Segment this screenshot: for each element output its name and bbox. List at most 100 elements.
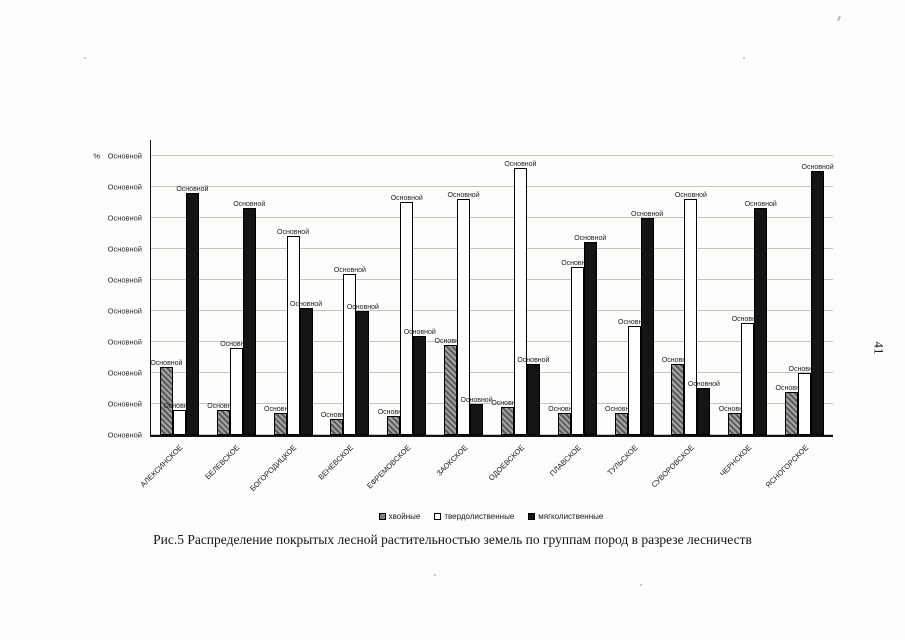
bar-value-label: Основной: [687, 381, 720, 389]
bar-group: Основной Основной Основной: [719, 140, 777, 435]
category-label: БОГОРОДИЦКОЕ: [248, 443, 299, 494]
bar-value-label: Основной: [561, 260, 594, 268]
bar-value-label: Основной: [220, 341, 253, 349]
figure-caption: Рис.5 Распределение покрытых лесной раст…: [153, 532, 752, 547]
bar-group: Основной Основной Основной: [150, 140, 208, 435]
bar-твердолиственные: Основной: [732, 316, 764, 435]
bar-хвойные: Основной: [150, 360, 182, 435]
bar-value-label: Основной: [290, 300, 323, 308]
y-tick-label: Основной: [107, 182, 142, 192]
bar-value-label: Основной: [504, 160, 537, 168]
y-axis-title: %: [93, 151, 100, 161]
gridline: [151, 247, 833, 249]
bar-мягколиственные: Основной: [745, 201, 777, 435]
bar-мягколиственные: Основной: [461, 397, 493, 435]
x-axis-labels: АЛЕКСИНСКОЕ БЕЛЕВСКОЕ БОГОРОДИЦКОЕ ВЕНЕВСКО…: [139, 439, 832, 497]
bar-value-label: Основной: [631, 210, 664, 218]
legend-item-хвойные: хвойные: [378, 512, 420, 521]
category-label: ПЛАВСКОЕ: [547, 443, 583, 479]
category-label: ЯСНОГОРСКОЕ: [763, 443, 810, 490]
bar-твердолиственные: Основной: [334, 267, 366, 435]
category-label: ТУЛЬСКОЕ: [605, 443, 640, 478]
bar-мягколиственные: Основной: [631, 211, 663, 435]
category-label: ЕФРЕМОВСКОЕ: [364, 443, 413, 491]
bar-мягколиственные: Основной: [802, 164, 834, 435]
bar-group: Основной Основной Основной: [264, 140, 322, 435]
bar-value-label: Основной: [403, 328, 436, 336]
bar-хвойные: Основной: [321, 412, 353, 435]
scan-speck: [640, 584, 642, 586]
bar-value-label: Основной: [548, 406, 581, 414]
y-tick-label: Основной: [107, 151, 142, 161]
gridline: [151, 340, 833, 342]
gridline: [151, 434, 833, 435]
bar-value-label: Основной: [718, 406, 751, 414]
gridline: [151, 371, 833, 373]
bar-твердолиственные: Основной: [220, 341, 252, 435]
bar-group: Основной Основной Основной: [548, 140, 606, 435]
bar-мягколиственные: Основной: [233, 201, 265, 435]
scan-speck: [84, 57, 86, 59]
bar-хвойные: Основной: [435, 338, 467, 435]
bar-value-label: Основной: [333, 266, 366, 274]
bar-мягколиственные: Основной: [517, 357, 549, 435]
category-label: БЕЛЕВСКОЕ: [203, 443, 242, 482]
bar-value-label: Основной: [517, 356, 550, 364]
gridline: [151, 309, 833, 311]
scan-speck: [837, 15, 841, 22]
bar-хвойные: Основной: [491, 400, 523, 435]
chart-legend: хвойные твердолиственные мягколиственные: [150, 512, 832, 521]
bar-value-label: Основной: [150, 359, 183, 367]
category-label: ЗАОКСКОЕ: [434, 443, 469, 478]
legend-swatch: [378, 513, 386, 520]
bar-value-label: Основной: [605, 406, 638, 414]
bar-value-label: Основной: [434, 337, 467, 345]
bar-value-label: Основной: [460, 396, 493, 404]
bar-хвойные: Основной: [207, 403, 239, 435]
bar-твердолиственные: Основной: [561, 260, 593, 435]
bar-мягколиственные: Основной: [574, 235, 606, 435]
bar-value-label: Основной: [264, 406, 297, 414]
bar-твердолиственные: Основной: [277, 229, 309, 435]
bar-твердолиственные: Основной: [618, 319, 650, 435]
plot-area: Основной Основной Основной Основной Основной…: [150, 140, 834, 437]
y-tick-label: Основной: [107, 244, 142, 254]
bar-мягколиственные: Основной: [290, 301, 322, 435]
bar-value-label: Основной: [233, 201, 266, 209]
y-axis-ticks: % Основной Основной Основной Основной Основн…: [93, 140, 146, 439]
legend-label: мягколиственные: [538, 512, 604, 521]
bar-group: Основной Основной Основной: [378, 140, 436, 435]
bar-мягколиственные: Основной: [176, 186, 208, 435]
bar-мягколиственные: Основной: [347, 304, 379, 435]
bar-value-label: Основной: [788, 365, 821, 373]
bar-мягколиственные: Основной: [404, 329, 436, 435]
legend-swatch: [434, 513, 442, 520]
y-tick-label: Основной: [107, 306, 142, 316]
bar-value-label: Основной: [744, 201, 777, 209]
gridline: [151, 185, 833, 187]
bar-хвойные: Основной: [264, 406, 296, 435]
y-tick-label: Основной: [107, 368, 142, 378]
legend-item-твердолиственные: твердолиственные: [434, 512, 514, 521]
bar-value-label: Основной: [661, 356, 694, 364]
category-label: АЛЕКСИНСКОЕ: [138, 443, 185, 490]
bar-value-label: Основной: [731, 316, 764, 324]
bar-value-label: Основной: [320, 412, 353, 420]
bar-хвойные: Основной: [776, 385, 808, 435]
y-tick-label: Основной: [107, 399, 142, 409]
bar-value-label: Основной: [618, 319, 651, 327]
bar-хвойные: Основной: [548, 406, 580, 435]
y-tick-label: Основной: [107, 213, 142, 223]
bar-value-label: Основной: [574, 235, 607, 243]
gridline: [151, 402, 833, 404]
category-label: ВЕНЕВСКОЕ: [316, 443, 356, 482]
bar-group: Основной Основной Основной: [491, 140, 549, 435]
scan-speck: [434, 574, 436, 576]
bar-хвойные: Основной: [719, 406, 751, 435]
bar-group: Основной Основной Основной: [207, 140, 265, 435]
bar-твердолиственные: Основной: [391, 195, 423, 435]
bar-твердолиственные: Основной: [448, 192, 480, 435]
legend-label: твердолиственные: [444, 512, 515, 521]
bar-group: Основной Основной Основной: [605, 140, 663, 435]
bar-твердолиственные: Основной: [504, 161, 536, 435]
